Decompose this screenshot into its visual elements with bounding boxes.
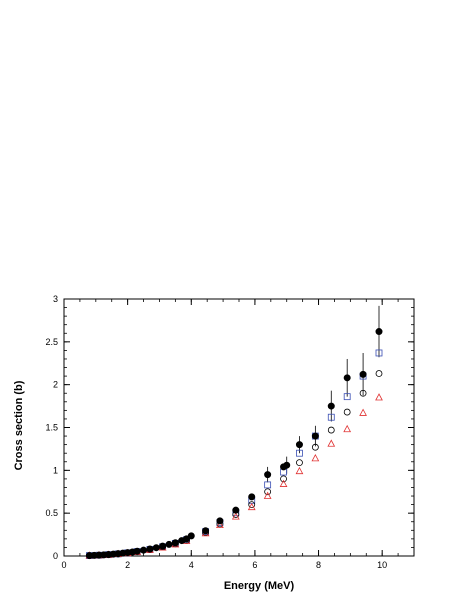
x-tick-label: 2 bbox=[125, 560, 130, 570]
y-tick-label: 0.5 bbox=[45, 508, 58, 518]
point-filled-circle bbox=[248, 493, 256, 501]
point-filled-circle bbox=[327, 402, 335, 410]
point-filled-circle bbox=[171, 539, 179, 547]
point-filled-circle bbox=[159, 542, 167, 550]
point-filled-circle bbox=[216, 517, 224, 525]
y-tick-label: 1.5 bbox=[45, 423, 58, 433]
x-tick-label: 4 bbox=[189, 560, 194, 570]
point-filled-circle bbox=[264, 471, 272, 479]
point-open-circle bbox=[280, 475, 287, 483]
point-open-square bbox=[375, 349, 383, 357]
point-filled-circle bbox=[311, 432, 319, 440]
y-axis-label: Cross section (b) bbox=[13, 380, 25, 470]
x-tick-label: 0 bbox=[61, 560, 66, 570]
point-filled-circle bbox=[140, 546, 148, 554]
y-axis-ticks: 0 0.5 1 1.5 2 2.5 3 bbox=[45, 294, 414, 561]
point-open-triangle bbox=[295, 466, 304, 475]
point-open-triangle bbox=[327, 439, 336, 447]
point-open-circle bbox=[296, 459, 303, 467]
point-open-triangle bbox=[279, 479, 288, 487]
point-open-triangle bbox=[375, 393, 383, 401]
point-open-triangle bbox=[343, 424, 352, 433]
point-open-triangle bbox=[359, 408, 367, 416]
point-filled-circle bbox=[343, 374, 351, 382]
point-open-square bbox=[264, 481, 272, 489]
point-open-triangle bbox=[247, 502, 256, 511]
point-filled-circle bbox=[295, 441, 303, 449]
point-filled-circle bbox=[146, 545, 154, 553]
point-filled-circle bbox=[187, 532, 195, 540]
point-filled-circle bbox=[283, 461, 291, 469]
error-bars bbox=[267, 305, 380, 483]
y-tick-label: 1 bbox=[53, 465, 58, 475]
point-filled-circle bbox=[202, 527, 210, 535]
data-markers bbox=[85, 328, 383, 560]
x-tick-label: 6 bbox=[252, 560, 257, 570]
x-axis-ticks: 0 2 4 6 8 10 bbox=[61, 299, 415, 570]
x-tick-label: 10 bbox=[377, 560, 387, 570]
y-tick-label: 2 bbox=[53, 380, 58, 390]
y-tick-label: 3 bbox=[53, 294, 58, 304]
point-open-square bbox=[327, 413, 335, 421]
point-open-triangle bbox=[231, 512, 240, 520]
point-open-circle bbox=[327, 426, 335, 434]
point-open-square bbox=[296, 449, 303, 457]
point-open-circle bbox=[311, 443, 319, 451]
point-open-triangle bbox=[216, 520, 224, 529]
point-filled-circle bbox=[232, 506, 240, 514]
x-tick-label: 8 bbox=[316, 560, 321, 570]
point-filled-circle bbox=[133, 547, 141, 555]
point-filled-circle bbox=[165, 540, 173, 548]
point-open-triangle bbox=[311, 453, 320, 462]
point-open-square bbox=[343, 393, 351, 401]
point-open-circle bbox=[359, 389, 367, 397]
y-tick-label: 0 bbox=[53, 551, 58, 561]
point-open-circle bbox=[343, 408, 351, 416]
plot-frame bbox=[63, 298, 415, 557]
y-tick-label: 2.5 bbox=[45, 337, 58, 347]
point-open-circle bbox=[375, 370, 383, 377]
plot-border bbox=[63, 298, 415, 557]
point-open-triangle bbox=[263, 491, 272, 499]
point-filled-circle bbox=[375, 328, 383, 336]
point-open-circle bbox=[248, 501, 256, 509]
point-filled-circle bbox=[152, 544, 160, 552]
point-filled-circle bbox=[359, 370, 367, 378]
x-axis-label: Energy (MeV) bbox=[224, 580, 295, 592]
point-open-circle bbox=[264, 488, 272, 496]
